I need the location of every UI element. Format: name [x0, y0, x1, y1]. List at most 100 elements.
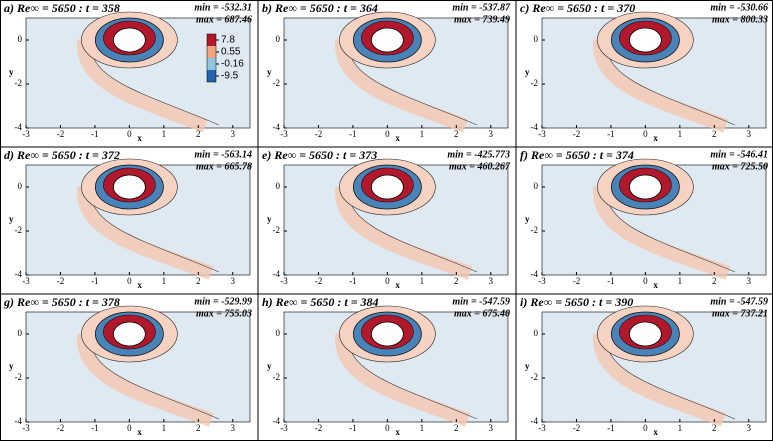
min-label: min = -532.31	[194, 2, 252, 13]
colorbar-label: 7.8	[221, 35, 235, 46]
wake	[335, 39, 469, 133]
x-tick-label: -3	[280, 423, 288, 433]
max-label: max = 725.50	[712, 161, 768, 172]
y-tick-label: -2	[531, 372, 539, 382]
max-label: max = 739.49	[454, 14, 510, 25]
y-tick-label: -2	[15, 372, 23, 382]
max-label: max = 755.03	[196, 308, 252, 319]
x-tick-label: -3	[538, 276, 546, 286]
x-tick-label: 0	[643, 129, 648, 139]
x-tick-label: 3	[489, 423, 494, 433]
colorbar-swatch	[207, 58, 216, 70]
x-tick-label: 2	[454, 276, 459, 286]
x-tick-label: -1	[607, 129, 615, 139]
y-tick-label: -2	[15, 78, 23, 88]
x-tick-label: 2	[454, 129, 459, 139]
x-tick-label: -3	[22, 276, 30, 286]
x-tick-label: -2	[573, 423, 581, 433]
y-tick-label: 0	[18, 181, 23, 191]
y-label: y	[267, 214, 272, 224]
min-label: min = -546.41	[710, 149, 768, 160]
x-tick-label: -2	[57, 423, 65, 433]
y-label: y	[9, 67, 14, 77]
min-label: min = -529.99	[194, 296, 252, 307]
x-tick-label: 2	[712, 276, 717, 286]
x-label: x	[395, 280, 400, 290]
max-label: max = 675.40	[454, 308, 510, 319]
x-tick-label: 1	[420, 129, 425, 139]
x-label: x	[137, 427, 142, 437]
x-tick-label: -2	[315, 423, 323, 433]
y-tick-label: -4	[15, 416, 23, 426]
wake	[335, 333, 471, 427]
x-tick-label: -1	[91, 129, 99, 139]
x-tick-label: -1	[91, 423, 99, 433]
x-label: x	[137, 133, 142, 143]
panel-title: e) Re∞ = 5650 : t = 373	[262, 148, 377, 162]
x-tick-label: 3	[489, 276, 494, 286]
colorbar-label: -0.16	[221, 59, 244, 70]
min-label: min = -563.14	[194, 149, 252, 160]
y-label: y	[525, 214, 530, 224]
y-label: y	[9, 214, 14, 224]
y-tick-label: 0	[534, 34, 539, 44]
colorbar-frame	[206, 33, 217, 83]
cylinder	[628, 27, 662, 53]
colorbar-label: -9.5	[221, 71, 239, 82]
x-label: x	[653, 280, 658, 290]
x-tick-label: 2	[454, 423, 459, 433]
x-tick-label: 1	[162, 276, 167, 286]
x-tick-label: 0	[385, 423, 390, 433]
y-tick-label: -4	[273, 122, 281, 132]
y-label: y	[9, 361, 14, 371]
x-tick-label: -1	[349, 129, 357, 139]
y-tick-label: -2	[273, 225, 281, 235]
panel-title: h) Re∞ = 5650 : t = 384	[262, 295, 379, 309]
x-tick-label: 0	[127, 276, 132, 286]
colorbar-swatch	[207, 70, 216, 82]
min-label: min = -425.773	[447, 149, 510, 160]
cylinder	[370, 321, 404, 347]
y-tick-label: 0	[276, 328, 281, 338]
y-tick-label: -4	[273, 416, 281, 426]
cylinder	[628, 321, 662, 347]
y-tick-label: -4	[15, 122, 23, 132]
y-label: y	[267, 67, 272, 77]
x-tick-label: 0	[643, 423, 648, 433]
min-label: min = -530.66	[710, 2, 768, 13]
max-label: max = 460.267	[449, 161, 511, 172]
x-tick-label: -3	[280, 276, 288, 286]
cylinder	[112, 27, 146, 53]
x-tick-label: 3	[747, 129, 752, 139]
x-tick-label: -2	[57, 129, 65, 139]
y-tick-label: -2	[15, 225, 23, 235]
x-tick-label: -3	[538, 423, 546, 433]
min-label: min = -537.87	[452, 2, 511, 13]
x-tick-label: 3	[231, 276, 236, 286]
x-tick-label: -2	[573, 276, 581, 286]
min-label: min = -547.59	[710, 296, 768, 307]
panel-title: f) Re∞ = 5650 : t = 374	[520, 148, 634, 162]
y-tick-label: 0	[276, 34, 281, 44]
x-tick-label: 0	[127, 129, 132, 139]
y-label: y	[267, 361, 272, 371]
x-tick-label: -1	[349, 276, 357, 286]
wake	[335, 186, 473, 280]
x-tick-label: -3	[538, 129, 546, 139]
x-tick-label: 2	[196, 423, 201, 433]
wake	[593, 186, 731, 280]
y-tick-label: -2	[531, 78, 539, 88]
x-tick-label: 2	[196, 129, 201, 139]
max-label: max = 737.21	[712, 308, 768, 319]
max-label: max = 665.78	[196, 161, 252, 172]
x-tick-label: -2	[315, 129, 323, 139]
y-tick-label: -4	[273, 269, 281, 279]
max-label: max = 687.46	[196, 14, 252, 25]
x-tick-label: -2	[573, 129, 581, 139]
y-tick-label: -2	[273, 372, 281, 382]
x-tick-label: -2	[57, 276, 65, 286]
x-tick-label: -1	[91, 276, 99, 286]
x-tick-label: 3	[231, 423, 236, 433]
